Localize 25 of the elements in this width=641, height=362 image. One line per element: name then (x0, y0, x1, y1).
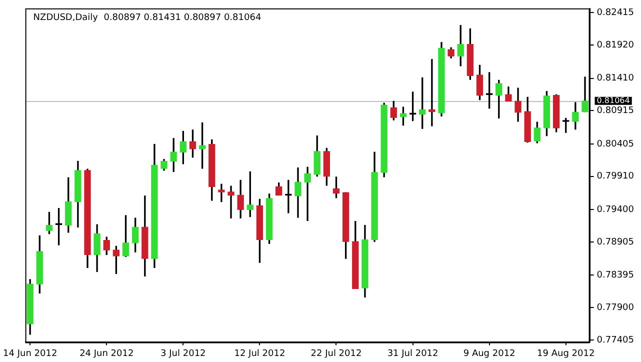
y-tick-label: 0.81410 (596, 74, 634, 84)
x-tick-label: 3 Jul 2012 (160, 348, 206, 359)
text: NZDUSD,Daily 0.80897 0.81431 0.80897 0.81064 (33, 13, 262, 24)
candlestick (428, 59, 436, 126)
candlestick (228, 186, 234, 218)
candlestick (304, 166, 311, 222)
y-tick-label: 0.79910 (596, 172, 634, 182)
x-tick-label: 22 Jul 2012 (310, 348, 362, 359)
x-tick-label: 19 Aug 2012 (537, 348, 595, 359)
x-tick-label: 14 Jun 2012 (3, 348, 58, 359)
y-tick-label: 0.81920 (596, 40, 634, 50)
x-tick-label: 24 Jun 2012 (80, 348, 134, 359)
ref-line-label: 0.81064 (596, 96, 630, 105)
y-tick-label: 0.82415 (596, 8, 634, 18)
x-tick-label: 12 Jul 2012 (234, 348, 286, 359)
y-tick-label: 0.79400 (596, 204, 634, 215)
y-tick-label: 0.78905 (596, 237, 634, 248)
y-tick-label: 0.78395 (596, 270, 634, 281)
y-tick-label: 0.80915 (596, 106, 634, 116)
y-tick-label: 0.77405 (596, 335, 634, 346)
y-tick-label: 0.77900 (596, 302, 634, 313)
x-tick-label: 31 Jul 2012 (387, 348, 438, 359)
y-tick-label: 0.80405 (596, 139, 634, 150)
candlestick (218, 184, 225, 202)
x-tick-label: 9 Aug 2012 (463, 348, 516, 359)
